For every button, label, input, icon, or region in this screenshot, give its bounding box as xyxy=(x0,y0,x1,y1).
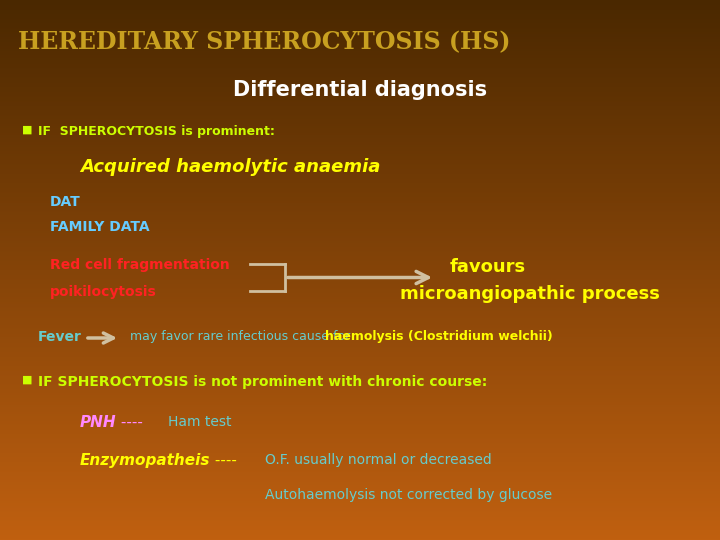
Text: may favor rare infectious cause for: may favor rare infectious cause for xyxy=(130,330,354,343)
Text: Fever: Fever xyxy=(38,330,82,344)
Text: Autohaemolysis not corrected by glucose: Autohaemolysis not corrected by glucose xyxy=(265,488,552,502)
Text: FAMILY DATA: FAMILY DATA xyxy=(50,220,150,234)
Text: microangiopathic process: microangiopathic process xyxy=(400,285,660,303)
Text: Enzymopatheis: Enzymopatheis xyxy=(80,453,210,468)
Text: IF SPHEROCYTOSIS is not prominent with chronic course:: IF SPHEROCYTOSIS is not prominent with c… xyxy=(38,375,487,389)
Text: HEREDITARY SPHEROCYTOSIS (HS): HEREDITARY SPHEROCYTOSIS (HS) xyxy=(18,30,510,54)
Text: ----: ---- xyxy=(210,453,237,468)
Text: Acquired haemolytic anaemia: Acquired haemolytic anaemia xyxy=(80,158,380,176)
Text: Red cell fragmentation: Red cell fragmentation xyxy=(50,258,230,272)
Text: PNH: PNH xyxy=(80,415,117,430)
Text: O.F. usually normal or decreased: O.F. usually normal or decreased xyxy=(265,453,492,467)
Text: poikilocytosis: poikilocytosis xyxy=(50,285,157,299)
Text: haemolysis (Clostridium welchii): haemolysis (Clostridium welchii) xyxy=(325,330,553,343)
Text: DAT: DAT xyxy=(50,195,81,209)
Text: ■: ■ xyxy=(22,125,32,135)
Text: ----: ---- xyxy=(116,415,148,430)
Text: IF  SPHEROCYTOSIS is prominent:: IF SPHEROCYTOSIS is prominent: xyxy=(38,125,275,138)
Text: favours: favours xyxy=(450,258,526,276)
Text: ■: ■ xyxy=(22,375,32,385)
Text: Differential diagnosis: Differential diagnosis xyxy=(233,80,487,100)
Text: Ham test: Ham test xyxy=(168,415,232,429)
